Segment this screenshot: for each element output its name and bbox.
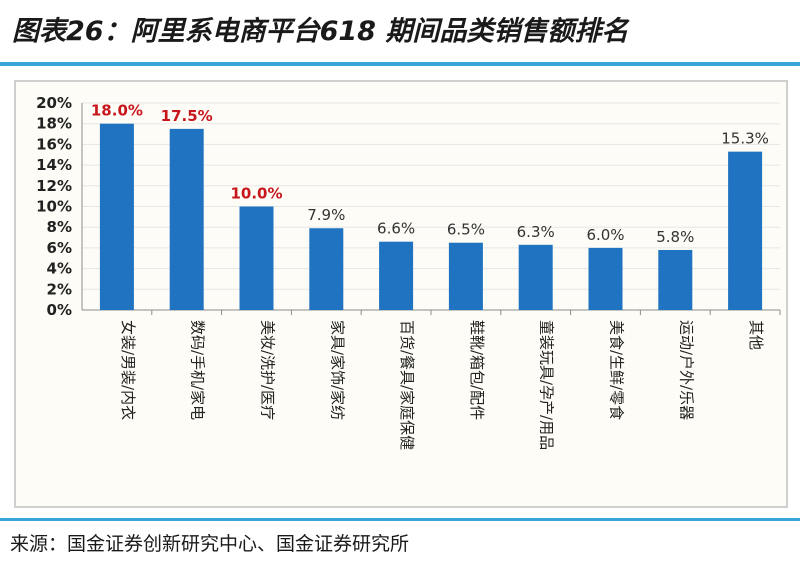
bar-chart: 0% 2% 4% 6% 8% 10% 12% 14% 16% 18% 20% 18.0% 女装/男装/内… bbox=[36, 94, 781, 450]
source-note: 来源：国金证券创新研究中心、国金证券研究所 bbox=[10, 533, 410, 555]
title-divider bbox=[0, 62, 800, 66]
category-label: 数码/手机/家电 bbox=[189, 320, 207, 420]
bar bbox=[518, 244, 553, 310]
y-tick-label: 10% bbox=[36, 198, 72, 216]
data-label: 18.0% bbox=[91, 102, 143, 120]
data-label: 6.3% bbox=[517, 223, 555, 241]
y-tick-label: 12% bbox=[36, 177, 72, 195]
chart-title: 图表26：阿里系电商平台618 期间品类销售额排名 bbox=[12, 16, 629, 47]
data-label: 10.0% bbox=[230, 185, 282, 203]
y-tick-label: 8% bbox=[47, 218, 72, 236]
bar bbox=[588, 247, 623, 310]
bar bbox=[658, 249, 693, 310]
category-label: 女装/男装/内衣 bbox=[119, 320, 137, 420]
data-label: 6.5% bbox=[447, 221, 485, 239]
bar bbox=[169, 128, 204, 310]
y-tick-label: 2% bbox=[47, 280, 72, 298]
chart-panel: 0% 2% 4% 6% 8% 10% 12% 14% 16% 18% 20% 18.0% 女装/男装/内… bbox=[14, 80, 788, 508]
y-tick-label: 4% bbox=[47, 260, 72, 278]
category-label: 其他 bbox=[747, 320, 765, 350]
category-label: 运动/户外/乐器 bbox=[677, 320, 695, 420]
category-label: 鞋靴/箱包/配件 bbox=[468, 320, 486, 420]
y-tick-label: 0% bbox=[47, 301, 72, 319]
category-label: 美妆/洗护/医疗 bbox=[259, 320, 277, 420]
bar bbox=[239, 206, 274, 310]
footer-divider bbox=[0, 518, 800, 521]
category-label: 百货/餐具/家庭保健 bbox=[398, 320, 416, 450]
bar bbox=[99, 123, 134, 310]
bar bbox=[448, 242, 483, 310]
category-label: 美食/生鲜/零食 bbox=[608, 320, 626, 420]
y-tick-label: 20% bbox=[36, 94, 72, 112]
y-tick-label: 14% bbox=[36, 156, 72, 174]
data-label: 5.8% bbox=[656, 228, 694, 246]
data-label: 17.5% bbox=[161, 107, 213, 125]
bar bbox=[309, 228, 344, 310]
data-label: 6.0% bbox=[586, 226, 624, 244]
bar bbox=[379, 241, 414, 310]
y-tick-label: 6% bbox=[47, 239, 72, 257]
category-label: 童装玩具/孕产/用品 bbox=[538, 320, 556, 450]
data-label: 7.9% bbox=[307, 206, 345, 224]
y-tick-label: 18% bbox=[36, 115, 72, 133]
data-label: 15.3% bbox=[721, 130, 769, 148]
category-label: 家具/家饰/家纺 bbox=[328, 320, 346, 420]
bar bbox=[728, 151, 763, 310]
data-label: 6.6% bbox=[377, 220, 415, 238]
y-tick-label: 16% bbox=[36, 135, 72, 153]
